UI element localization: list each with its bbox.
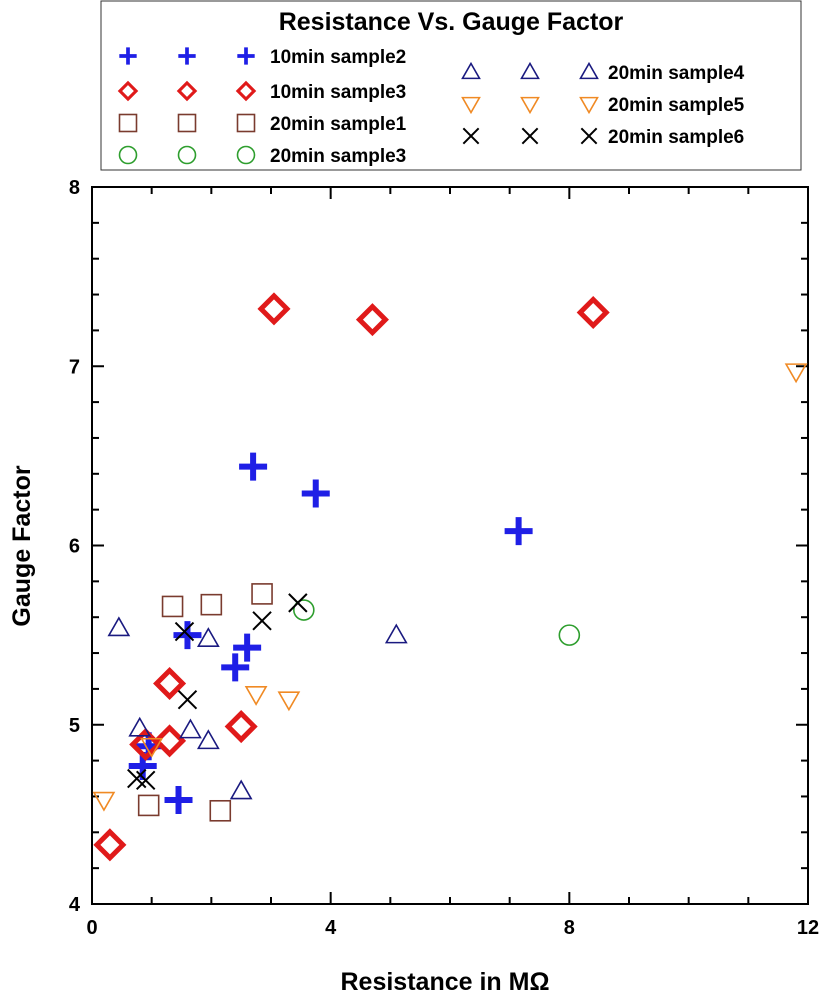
series-20min-sample3 — [293, 599, 581, 646]
legend-entry: 20min sample3 — [118, 145, 406, 167]
data-point — [221, 653, 250, 682]
data-point — [277, 691, 301, 712]
legend-marker — [118, 145, 138, 165]
plot-frame — [91, 186, 809, 905]
legend-label: 20min sample6 — [608, 127, 744, 148]
data-point — [135, 770, 156, 791]
data-point — [200, 593, 223, 616]
x-tick-label: 4 — [325, 917, 337, 939]
legend-marker — [461, 96, 481, 115]
legend-marker — [461, 61, 481, 80]
legend-marker — [118, 113, 138, 133]
data-point — [251, 583, 273, 605]
y-tick-label: 5 — [69, 715, 80, 737]
data-point — [504, 517, 533, 546]
y-tick-label: 4 — [69, 894, 81, 916]
x-tick-label: 12 — [797, 917, 819, 939]
legend: 10min sample2 10min sample3 20min sample1 2… — [117, 47, 745, 167]
data-point — [128, 716, 152, 737]
legend-label: 10min sample3 — [270, 82, 406, 103]
data-point — [784, 363, 808, 384]
y-tick-label: 8 — [69, 177, 80, 199]
legend-marker — [177, 145, 197, 165]
data-point — [196, 729, 220, 750]
legend-marker — [235, 80, 257, 102]
series-20min-sample6 — [127, 593, 308, 791]
series-20min-sample5 — [92, 363, 808, 812]
legend-entry: 20min sample6 — [462, 127, 744, 148]
data-point — [224, 710, 258, 744]
legend-box — [100, 0, 802, 171]
legend-marker — [178, 47, 196, 65]
legend-marker — [520, 96, 540, 115]
y-tick-label: 7 — [69, 356, 80, 378]
legend-marker — [236, 113, 256, 133]
data-point — [161, 595, 184, 618]
legend-marker — [119, 47, 137, 65]
legend-marker — [579, 96, 599, 115]
legend-label: 10min sample2 — [270, 47, 406, 68]
data-point — [355, 303, 389, 337]
data-point — [233, 633, 262, 662]
legend-marker — [579, 61, 599, 80]
legend-label: 20min sample4 — [608, 63, 745, 84]
data-point — [140, 737, 164, 758]
legend-marker — [176, 80, 198, 102]
y-axis-title: Gauge Factor — [8, 465, 36, 626]
data-point — [174, 621, 195, 642]
data-point — [239, 452, 268, 481]
data-point — [179, 718, 202, 739]
data-point — [153, 724, 187, 758]
legend-entry: 10min sample2 — [119, 47, 406, 68]
legend-label: 20min sample1 — [270, 114, 407, 135]
data-point — [93, 828, 127, 862]
data-point — [384, 623, 408, 644]
legend-marker — [237, 47, 255, 65]
legend-label: 20min sample5 — [608, 95, 745, 116]
chart-title: Resistance Vs. Gauge Factor — [279, 8, 624, 36]
data-point — [301, 479, 330, 508]
data-markers — [92, 292, 808, 862]
legend-label: 20min sample3 — [270, 146, 406, 167]
legend-entry: 20min sample1 — [118, 113, 407, 135]
series-20min-sample4 — [107, 616, 408, 800]
data-point — [107, 616, 131, 637]
data-point — [229, 779, 253, 800]
legend-entry: 10min sample3 — [117, 80, 406, 103]
data-point — [137, 794, 160, 817]
data-point — [177, 689, 198, 710]
data-point — [252, 611, 272, 631]
data-point — [209, 799, 232, 822]
legend-marker — [117, 80, 139, 102]
x-tick-label: 0 — [86, 917, 97, 939]
data-point — [164, 786, 193, 815]
legend-marker — [521, 127, 539, 145]
data-point — [129, 727, 163, 762]
x-tick-label: 8 — [564, 917, 575, 939]
legend-marker — [462, 127, 480, 145]
series-20min-sample1 — [137, 583, 273, 822]
legend-marker — [236, 145, 256, 165]
data-point — [92, 791, 116, 812]
data-point — [558, 624, 581, 646]
data-point — [576, 295, 610, 330]
x-axis-title: Resistance in MΩ — [341, 968, 550, 996]
y-tick-label: 6 — [69, 536, 80, 558]
series-10min-sample3 — [93, 292, 610, 862]
series-10min-sample2 — [128, 452, 533, 815]
data-point — [293, 599, 315, 621]
data-point — [153, 666, 187, 701]
legend-marker — [520, 61, 540, 80]
legend-marker — [580, 127, 598, 145]
data-point — [257, 292, 291, 326]
data-point — [288, 593, 308, 613]
legend-marker — [177, 113, 197, 133]
data-point — [196, 627, 220, 648]
axis-ticks — [91, 186, 809, 905]
data-point — [244, 685, 268, 706]
legend-entry: 20min sample4 — [461, 61, 745, 84]
legend-entry: 20min sample5 — [461, 95, 745, 116]
